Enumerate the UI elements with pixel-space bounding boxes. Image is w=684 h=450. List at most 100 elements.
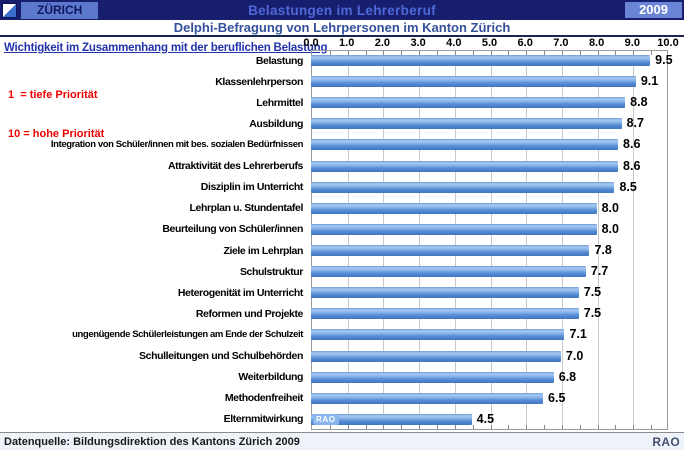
x-axis-label: 0.0 [303,37,319,49]
axis-tick [401,425,403,429]
bar-row: Lehrplan u. Stundentafel 8.0 [0,198,668,219]
x-axis-label: 10.0 [657,37,679,49]
priority-legend: 1 = tiefe Priorität 10 = hohe Priorität [8,63,104,167]
category-label: Schulleitungen und Schulbehörden [139,350,303,363]
axis-tick [508,425,510,429]
axis-tick [365,51,367,55]
gridline [633,51,635,429]
value-label: 9.5 [655,53,673,68]
axis-tick [383,51,385,55]
value-label: 4.5 [476,411,495,426]
value-label: 8.0 [601,221,619,236]
bar-row: Elternmitwirkung 4.5 RAO [0,409,668,430]
category-label: Ausbildung [249,117,303,130]
axis-tick [419,51,421,55]
category-label: Disziplin im Unterricht [200,181,304,194]
axis-tick [436,51,438,55]
axis-tick [579,51,581,55]
value-label: 7.5 [583,306,602,321]
footer-bar: Datenquelle: Bildungsdirektion des Kanto… [0,432,684,450]
value-label: 7.8 [594,243,612,258]
bar-row: Methodenfreiheit 6.5 [0,388,668,409]
bar-cell: 7.8 [311,240,668,261]
value-label: 8.6 [623,158,641,173]
x-axis-label: 5.0 [481,37,498,49]
year-badge: 2009 [625,1,682,18]
x-axis-label: 8.0 [588,37,605,49]
bar [311,287,579,299]
bar-row: Disziplin im Unterricht 8.5 [0,177,668,198]
bar-cell: 8.6 [311,134,668,155]
axis-tick [454,425,456,429]
value-label: 8.0 [601,200,619,215]
bar-row: Ausbildung 8.7 [0,113,668,134]
bar-row: Ziele im Lehrplan 7.8 [0,240,668,261]
axis-tick [472,51,474,55]
x-axis-label: 2.0 [374,37,391,49]
axis-tick [544,51,546,55]
category-label: Integration von Schüler/innen mit bes. s… [50,139,303,151]
axis-tick [419,425,421,429]
value-label: 8.6 [623,137,641,152]
bar [311,97,626,109]
bar [311,329,565,341]
axis-tick [454,51,456,55]
bar [311,139,619,151]
bar-cell: 6.8 [311,367,668,388]
category-label: Beurteilung von Schüler/innen [162,223,303,236]
category-label: Schulstruktur [239,265,303,278]
bar-cell: 8.7 [311,113,668,134]
bar-row: Schulstruktur 7.7 [0,261,668,282]
category-label: Methodenfreiheit [224,392,304,405]
category-label: Ziele im Lehrplan [223,244,303,257]
bar-cell: 7.5 [311,303,668,324]
bar [311,308,579,320]
axis-tick [490,51,492,55]
axis-tick [633,425,635,429]
bar-row: Heterogenität im Unterricht 7.5 [0,282,668,303]
chart-area: Wichtigkeit im Zusammenhang mit der beru… [0,37,684,432]
bar-cell: 6.5 [311,388,668,409]
bar [311,371,554,383]
axis-tick [544,425,546,429]
value-label: 7.1 [569,327,587,342]
axis-tick [436,425,438,429]
bar-row: Weiterbildung 6.8 [0,367,668,388]
axis-tick [633,51,635,55]
axis-tick [526,425,528,429]
bar-cell: 7.0 [311,346,668,367]
gridline [347,51,349,429]
bar-cell: 8.0 [311,219,668,240]
bar-cell: 9.1 [311,71,668,92]
bar-row: Attraktivität des Lehrerberufs 8.6 [0,156,668,177]
bar [311,202,597,214]
chart-title: Belastungen im Lehrerberuf [248,2,436,18]
axis-tick [651,51,653,55]
value-label: 6.5 [548,390,566,405]
bar-row: Lehrmittel 8.8 [0,92,668,113]
bar [311,118,622,130]
axis-tick [383,425,385,429]
axis-tick [615,425,617,429]
value-label: 7.5 [583,285,602,300]
axis-tick [579,425,581,429]
bar-cell: 4.5 RAO [311,409,668,430]
bar-row: Integration von Schüler/innen mit bes. s… [0,134,668,155]
bar-rows: Belastung 9.5 Klassenlehrperson 9.1 Lehrmitt… [0,50,673,430]
bar-cell: 7.7 [311,261,668,282]
category-label: ungenügende Schülerleistungen am Ende de… [72,329,303,341]
bar [311,223,597,235]
bar-row: Beurteilung von Schüler/innen 8.0 [0,219,668,240]
gridline [454,51,456,429]
axis-tick [561,51,563,55]
x-axis-label: 7.0 [553,37,569,49]
chart-subtitle: Delphi-Befragung von Lehrpersonen im Kan… [0,20,684,37]
axis-tick [597,425,599,429]
plot-area [311,50,668,430]
axis-tick [347,51,349,55]
source-note: Datenquelle: Bildungsdirektion des Kanto… [4,435,300,448]
value-label: 8.5 [619,179,637,194]
bar [311,245,590,257]
x-axis-label: 6.0 [517,37,533,49]
x-axis-label: 3.0 [410,37,426,49]
